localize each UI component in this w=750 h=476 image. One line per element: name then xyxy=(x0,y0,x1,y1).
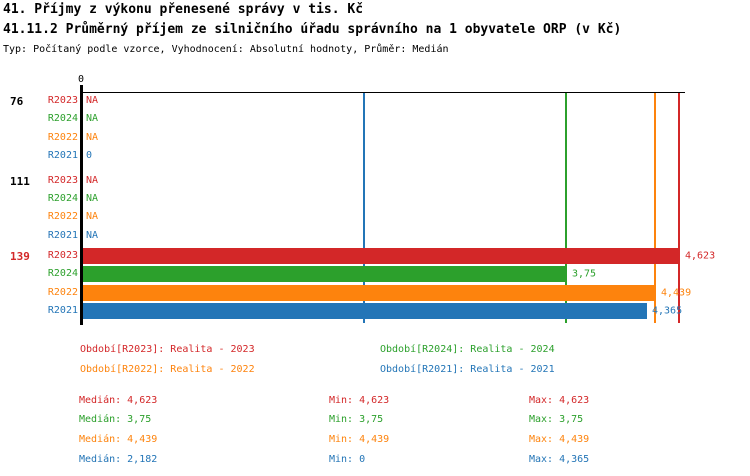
bar-value-label: 4,439 xyxy=(661,287,692,299)
bar-value-label: 4,365 xyxy=(652,305,683,317)
stat-min-r2021: Min: 0 xyxy=(329,454,365,465)
legend-item-r2024: Období[R2024]: Realita - 2024 xyxy=(380,344,555,355)
stat-value: 4,623 xyxy=(359,395,390,406)
stat-min-r2024: Min: 3,75 xyxy=(329,414,383,425)
chart-subtitle: Typ: Počítaný podle vzorce, Vyhodnocení:… xyxy=(3,44,449,55)
stat-median-r2022: Medián: 4,439 xyxy=(79,434,157,445)
stat-value: 4,365 xyxy=(559,454,590,465)
bar-r2023: 4,623 xyxy=(83,248,715,264)
page-title-line2: 41.11.2 Průměrný příjem ze silničního úř… xyxy=(3,22,622,37)
series-label: R2024 xyxy=(47,268,78,279)
series-label: R2022 xyxy=(47,211,78,222)
stat-value: 3,75 xyxy=(127,414,152,425)
series-label: R2023 xyxy=(47,95,78,106)
stat-label: Medián: xyxy=(79,434,122,445)
median-line-r2023 xyxy=(678,93,680,323)
stat-min-r2022: Min: 4,439 xyxy=(329,434,389,445)
series-label: R2024 xyxy=(47,113,78,124)
bar-r2021: 4,365 xyxy=(83,303,682,319)
group-label-139: 139 xyxy=(10,250,30,263)
stat-label: Min: xyxy=(329,454,354,465)
stat-value: 4,623 xyxy=(127,395,158,406)
median-line-r2021 xyxy=(363,93,365,323)
stat-median-r2021: Medián: 2,182 xyxy=(79,454,157,465)
axis-baseline xyxy=(82,92,685,93)
stat-value: 4,439 xyxy=(127,434,158,445)
axis-vertical-line xyxy=(80,85,83,325)
page-title-line1: 41. Příjmy z výkonu přenesené správy v t… xyxy=(3,2,364,17)
bar-r2022: 4,439 xyxy=(83,285,691,301)
series-label: R2021 xyxy=(47,150,78,161)
value-label: NA xyxy=(86,230,99,241)
stat-label: Medián: xyxy=(79,395,122,406)
legend-item-r2023: Období[R2023]: Realita - 2023 xyxy=(80,344,255,355)
stat-label: Max: xyxy=(529,454,554,465)
stat-max-r2022: Max: 4,439 xyxy=(529,434,589,445)
stat-label: Max: xyxy=(529,434,554,445)
group-label-76: 76 xyxy=(10,95,24,108)
stat-label: Max: xyxy=(529,414,554,425)
stat-label: Min: xyxy=(329,414,354,425)
median-line-r2022 xyxy=(654,93,656,323)
bar-value-label: 3,75 xyxy=(572,268,597,280)
series-label: R2024 xyxy=(47,193,78,204)
stat-max-r2024: Max: 3,75 xyxy=(529,414,583,425)
stat-value: 3,75 xyxy=(559,414,584,425)
stat-median-r2023: Medián: 4,623 xyxy=(79,395,157,406)
stat-label: Max: xyxy=(529,395,554,406)
bar-r2024: 3,75 xyxy=(83,266,596,282)
stat-value: 2,182 xyxy=(127,454,158,465)
value-label: NA xyxy=(86,113,99,124)
stat-label: Min: xyxy=(329,395,354,406)
stat-label: Medián: xyxy=(79,454,122,465)
series-label: R2022 xyxy=(47,132,78,143)
stat-label: Medián: xyxy=(79,414,122,425)
stat-value: 0 xyxy=(359,454,366,465)
group-label-111: 111 xyxy=(10,175,30,188)
legend-item-r2022: Období[R2022]: Realita - 2022 xyxy=(80,364,255,375)
stat-min-r2023: Min: 4,623 xyxy=(329,395,389,406)
stat-value: 4,439 xyxy=(559,434,590,445)
value-label: NA xyxy=(86,211,99,222)
value-label: NA xyxy=(86,95,99,106)
series-label: R2023 xyxy=(47,175,78,186)
bar-value-label: 4,623 xyxy=(685,250,716,262)
value-label: NA xyxy=(86,193,99,204)
stat-value: 4,623 xyxy=(559,395,590,406)
series-label: R2021 xyxy=(47,305,78,316)
stat-median-r2024: Medián: 3,75 xyxy=(79,414,151,425)
stat-max-r2021: Max: 4,365 xyxy=(529,454,589,465)
value-label: NA xyxy=(86,175,99,186)
stat-value: 3,75 xyxy=(359,414,384,425)
value-label: 0 xyxy=(86,150,93,161)
value-label: NA xyxy=(86,132,99,143)
axis-origin-tick-label: 0 xyxy=(77,74,85,85)
series-label: R2021 xyxy=(47,230,78,241)
stat-label: Min: xyxy=(329,434,354,445)
legend-item-r2021: Období[R2021]: Realita - 2021 xyxy=(380,364,555,375)
stat-max-r2023: Max: 4,623 xyxy=(529,395,589,406)
median-line-r2024 xyxy=(565,93,567,323)
stat-value: 4,439 xyxy=(359,434,390,445)
series-label: R2023 xyxy=(47,250,78,261)
series-label: R2022 xyxy=(47,287,78,298)
